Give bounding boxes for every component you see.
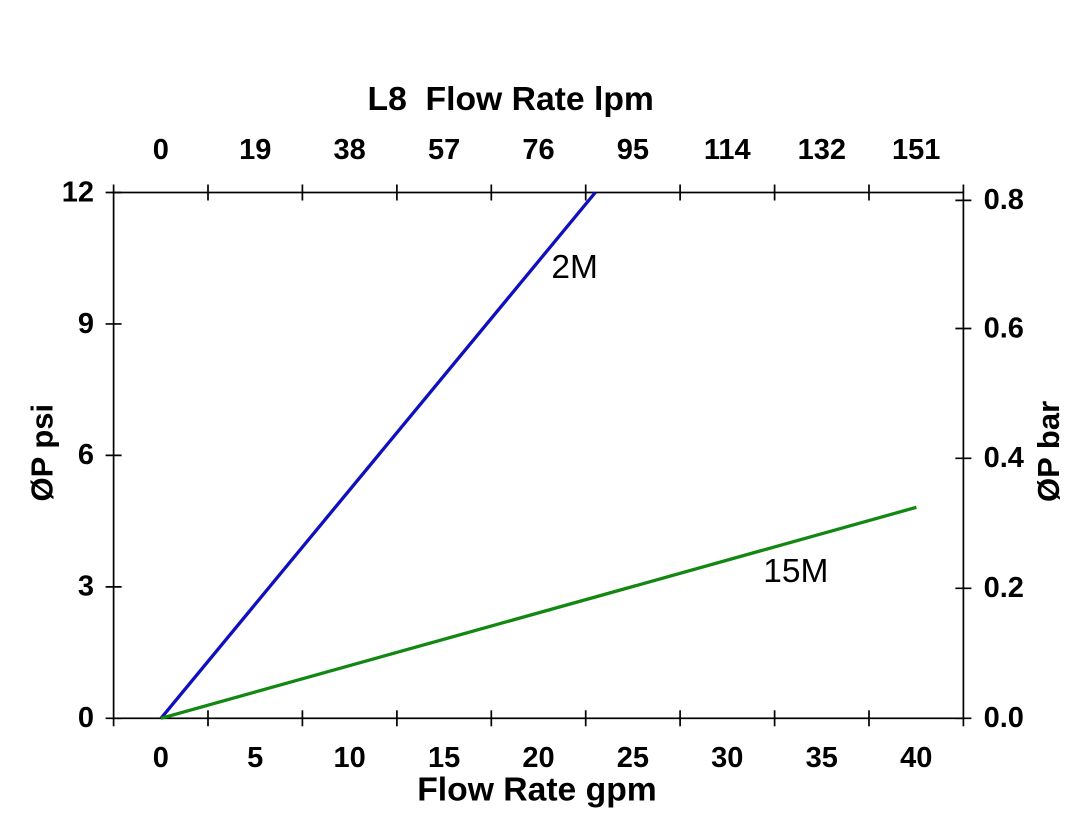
svg-text:114: 114	[704, 134, 751, 166]
svg-text:76: 76	[522, 134, 554, 166]
svg-text:0.2: 0.2	[984, 572, 1024, 604]
svg-text:30: 30	[711, 742, 743, 774]
svg-text:6: 6	[78, 439, 94, 471]
svg-text:0: 0	[153, 134, 169, 166]
svg-text:10: 10	[333, 742, 365, 774]
svg-text:0.4: 0.4	[984, 442, 1024, 474]
svg-text:15: 15	[428, 742, 460, 774]
svg-text:2M: 2M	[551, 249, 598, 286]
svg-text:151: 151	[892, 134, 940, 166]
svg-text:0.0: 0.0	[984, 702, 1024, 734]
svg-text:19: 19	[239, 134, 271, 166]
svg-text:ØP bar: ØP bar	[1031, 401, 1066, 502]
svg-text:35: 35	[806, 742, 838, 774]
svg-text:3: 3	[78, 571, 94, 603]
svg-text:9: 9	[78, 308, 94, 340]
svg-text:15M: 15M	[763, 553, 828, 590]
svg-text:12: 12	[62, 176, 94, 208]
svg-text:5: 5	[247, 742, 263, 774]
svg-text:L8 Flow Rate lpm: L8 Flow Rate lpm	[368, 80, 654, 118]
svg-text:0.6: 0.6	[984, 312, 1024, 344]
svg-text:20: 20	[522, 742, 554, 774]
svg-text:25: 25	[617, 742, 649, 774]
svg-text:ØP psi: ØP psi	[24, 404, 59, 502]
svg-text:38: 38	[333, 134, 365, 166]
svg-text:132: 132	[798, 134, 846, 166]
svg-text:40: 40	[900, 742, 932, 774]
svg-text:0.8: 0.8	[984, 184, 1024, 216]
svg-text:0: 0	[78, 702, 94, 734]
svg-text:57: 57	[428, 134, 460, 166]
svg-text:0: 0	[153, 742, 169, 774]
svg-text:95: 95	[617, 134, 649, 166]
svg-text:Flow Rate gpm: Flow Rate gpm	[417, 771, 657, 809]
